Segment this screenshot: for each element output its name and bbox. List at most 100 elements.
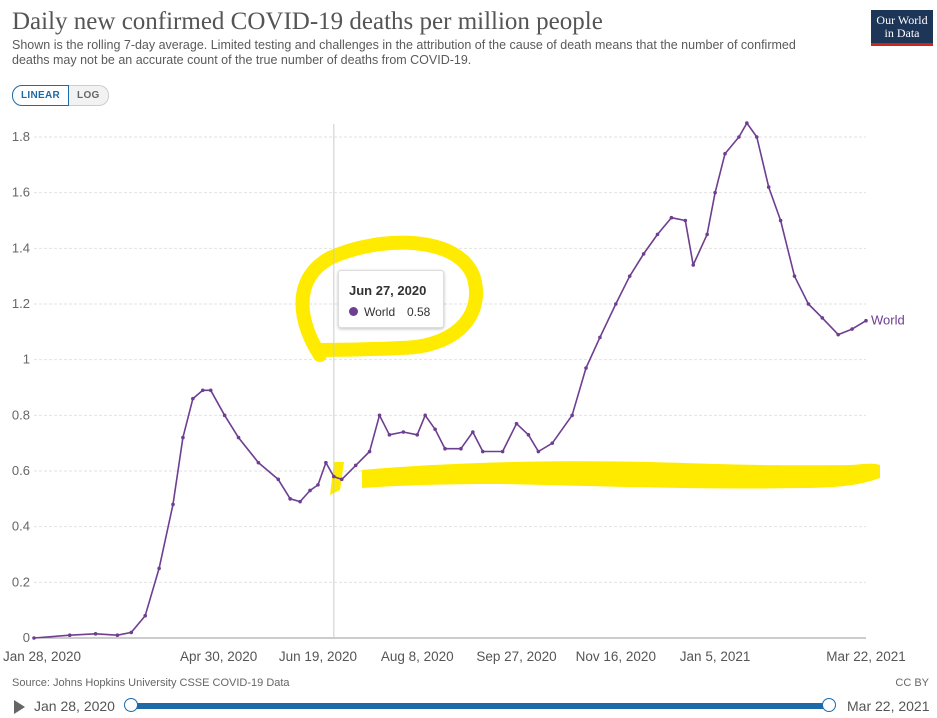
- series-point: [641, 252, 646, 256]
- series-line[interactable]: [33, 122, 867, 639]
- series-point: [598, 335, 602, 340]
- series-point: [222, 413, 227, 418]
- line-chart[interactable]: 0 0.2 0.4 0.6 0.8 1 1.2 1.4 1.6 1.8 Jan 28, 2020 A…: [0, 110, 937, 670]
- y-tick-label: 0.4: [12, 519, 30, 534]
- x-tick-label: Jan 28, 2020: [3, 649, 81, 664]
- series-point: [766, 185, 771, 189]
- series-point: [669, 215, 674, 220]
- series-point: [443, 446, 447, 451]
- series-point: [339, 477, 344, 482]
- series-point: [353, 463, 358, 468]
- series-point: [836, 332, 841, 337]
- series-point: [423, 413, 427, 418]
- x-tick-label: Sep 27, 2020: [476, 649, 556, 664]
- series-point: [536, 449, 541, 454]
- y-axis: 0 0.2 0.4 0.6 0.8 1 1.2 1.4 1.6 1.8: [12, 129, 30, 645]
- linear-scale-button[interactable]: LINEAR: [12, 85, 70, 106]
- series-point: [500, 449, 505, 454]
- series-end-label: World: [871, 313, 905, 328]
- series-point: [864, 318, 868, 323]
- series-point: [850, 327, 854, 331]
- series-point: [737, 135, 741, 139]
- series-point: [433, 427, 437, 432]
- y-tick-label: 0.6: [12, 463, 30, 478]
- source-note[interactable]: Source: Johns Hopkins University CSSE CO…: [12, 677, 290, 689]
- timeline-end-handle[interactable]: [822, 698, 836, 712]
- series-point: [713, 190, 717, 195]
- license-link[interactable]: CC BY: [895, 677, 929, 689]
- timeline-start-handle[interactable]: [124, 698, 138, 712]
- series-point: [754, 135, 759, 139]
- series-point: [191, 396, 195, 401]
- series-point: [471, 430, 475, 434]
- series-point: [298, 499, 302, 504]
- series-point: [806, 302, 811, 306]
- series-point: [143, 613, 147, 618]
- series-point: [387, 433, 392, 437]
- end-labels: World: [871, 313, 905, 328]
- chart-subtitle: Shown is the rolling 7-day average. Limi…: [12, 38, 796, 67]
- x-axis: Jan 28, 2020 Apr 30, 2020 Jun 19, 2020 Aug …: [3, 649, 906, 664]
- series-point: [526, 433, 531, 437]
- series-point: [820, 316, 825, 320]
- timeline-start-label: Jan 28, 2020: [34, 698, 115, 714]
- y-tick-label: 1.2: [12, 296, 30, 311]
- logo-line-2: in Data: [884, 26, 920, 40]
- chart-grid: [34, 136, 866, 639]
- series-point: [655, 232, 660, 237]
- x-tick-label: Nov 16, 2020: [576, 649, 656, 664]
- series-point: [459, 446, 463, 451]
- series-point: [93, 632, 98, 636]
- series-point: [332, 474, 336, 479]
- series-point: [480, 449, 485, 454]
- series-point: [288, 497, 292, 501]
- y-tick-label: 1: [23, 352, 30, 367]
- series-point: [514, 421, 519, 426]
- series-point: [208, 388, 213, 393]
- series-point: [171, 502, 175, 507]
- tooltip-value: 0.58: [407, 305, 431, 319]
- series-point: [316, 483, 320, 487]
- x-tick-label: Jun 19, 2020: [279, 649, 357, 664]
- x-tick-label: Aug 8, 2020: [381, 649, 454, 664]
- series-point: [32, 636, 36, 640]
- chart-title: Daily new confirmed COVID-19 deaths per …: [12, 8, 603, 35]
- timeline: Jan 28, 2020 Mar 22, 2021: [10, 696, 935, 716]
- series-point: [723, 151, 727, 156]
- series-point: [415, 433, 420, 437]
- timeline-track[interactable]: [131, 703, 829, 709]
- scale-toggle: LINEAR LOG: [12, 85, 109, 106]
- series-point: [200, 388, 205, 393]
- x-tick-label: Jan 5, 2021: [680, 649, 751, 664]
- timeline-end-label: Mar 22, 2021: [847, 698, 930, 714]
- y-tick-label: 0: [23, 630, 30, 645]
- series-point: [377, 413, 382, 418]
- series-point: [401, 430, 406, 434]
- series-point: [115, 633, 120, 638]
- series-point: [691, 263, 696, 267]
- series-world[interactable]: [32, 121, 868, 640]
- tooltip: Jun 27, 2020 World 0.58: [338, 270, 444, 328]
- series-point: [792, 274, 797, 278]
- series-point: [181, 435, 185, 440]
- series-point: [157, 566, 161, 571]
- series-point: [614, 302, 618, 306]
- log-scale-button[interactable]: LOG: [69, 85, 109, 106]
- y-tick-label: 0.8: [12, 407, 30, 422]
- highlight-band: [362, 461, 880, 489]
- x-tick-label: Mar 22, 2021: [826, 649, 906, 664]
- series-point: [256, 460, 261, 465]
- series-point: [129, 630, 134, 635]
- series-point: [745, 121, 749, 125]
- series-point: [308, 488, 312, 493]
- series-point: [584, 366, 588, 370]
- y-tick-label: 1.6: [12, 185, 30, 200]
- series-point: [778, 218, 783, 223]
- play-icon[interactable]: [14, 700, 25, 714]
- series-point: [683, 218, 688, 223]
- tooltip-date: Jun 27, 2020: [349, 283, 427, 298]
- y-tick-label: 1.8: [12, 129, 30, 144]
- owid-logo[interactable]: Our World in Data: [871, 10, 933, 46]
- tooltip-series-name: World: [364, 305, 396, 319]
- series-point: [570, 413, 574, 418]
